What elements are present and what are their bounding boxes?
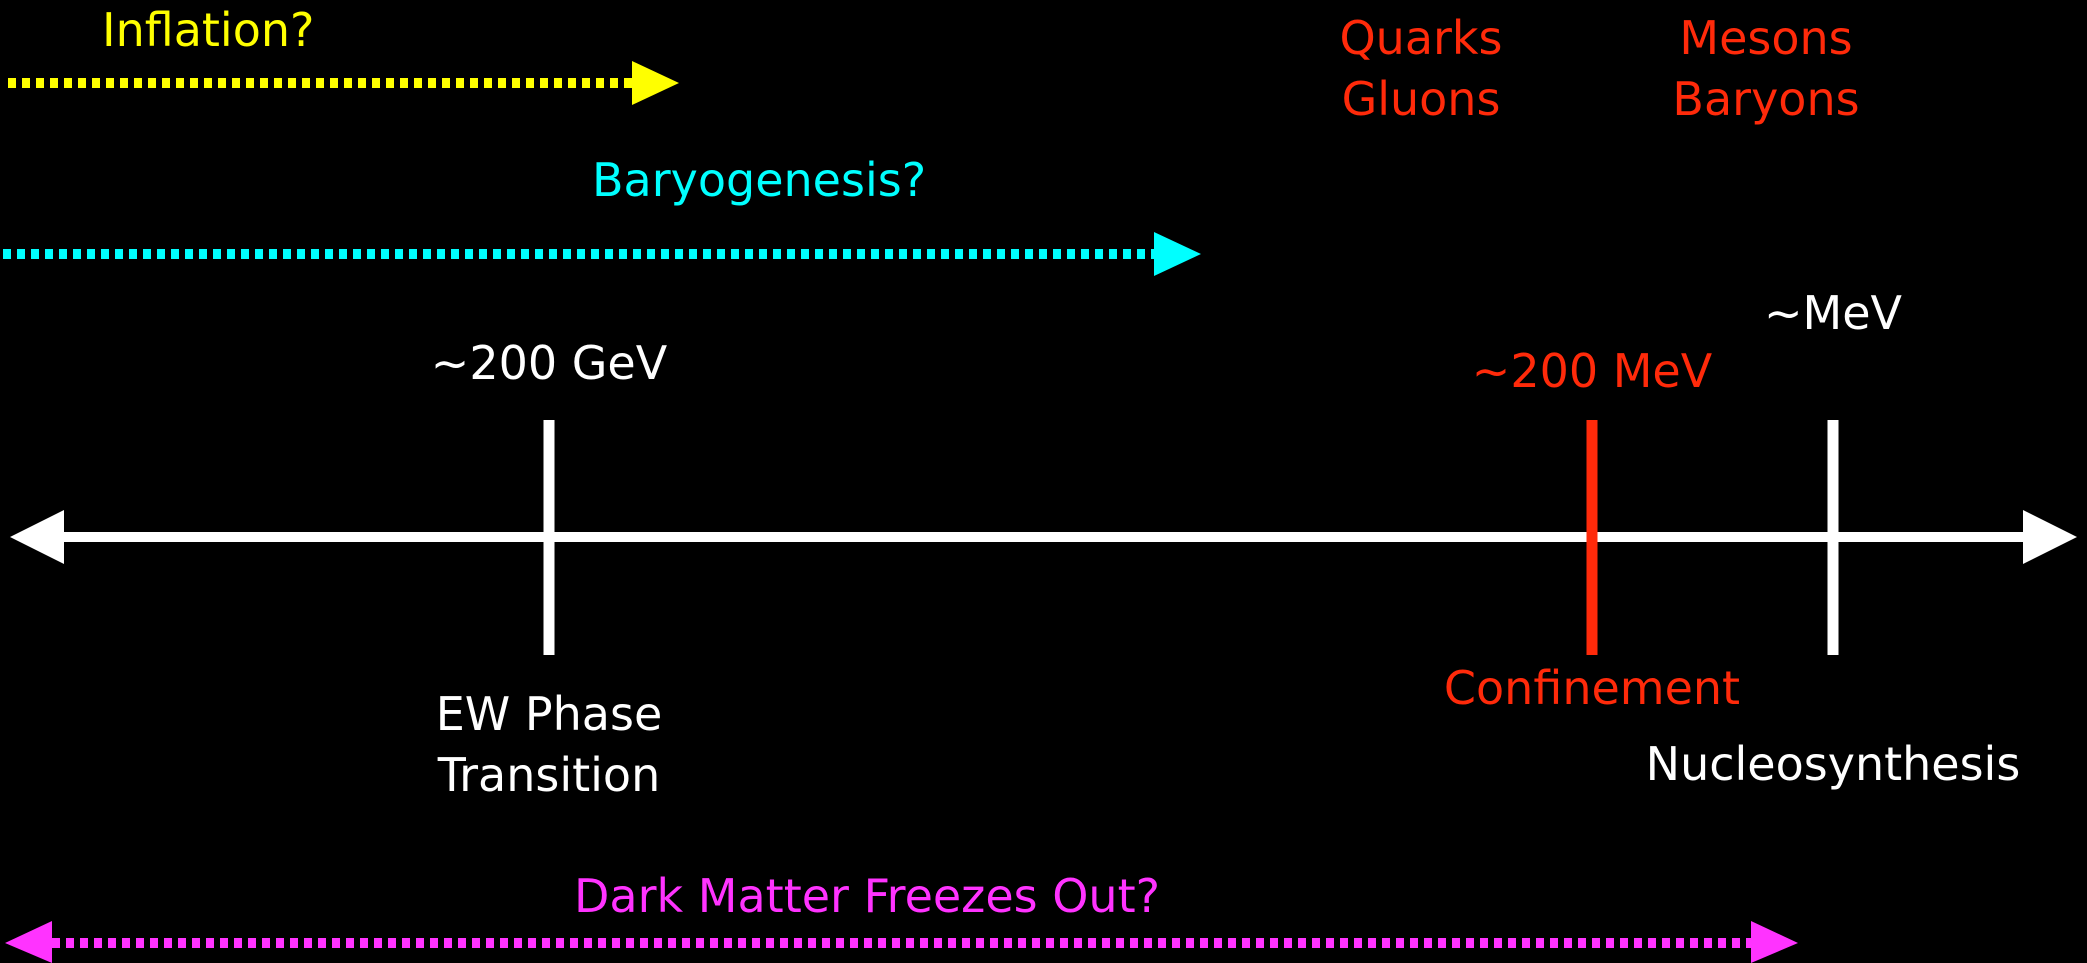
inflation-arrowhead bbox=[632, 61, 679, 105]
inflation-arrow bbox=[8, 61, 679, 105]
nucleosynthesis-name-label: Nucleosynthesis bbox=[1645, 737, 2021, 791]
quarks-label: Quarks bbox=[1339, 11, 1503, 65]
baryons-label: Baryons bbox=[1672, 72, 1860, 126]
axis-right-arrowhead bbox=[2023, 510, 2077, 564]
inflation-label: Inflation? bbox=[102, 3, 315, 57]
dark-matter-label: Dark Matter Freezes Out? bbox=[574, 869, 1161, 923]
axis-left-arrowhead bbox=[10, 510, 64, 564]
dark-matter-right-arrowhead bbox=[1751, 921, 1798, 963]
confinement-energy-label: ~200 MeV bbox=[1471, 344, 1713, 398]
dark-matter-left-arrowhead bbox=[5, 921, 52, 963]
ew-name-label-line1: EW Phase bbox=[435, 687, 663, 741]
nucleosynthesis-energy-label: ~MeV bbox=[1764, 286, 1902, 340]
gluons-label: Gluons bbox=[1341, 72, 1501, 126]
baryogenesis-arrowhead bbox=[1154, 232, 1201, 276]
baryogenesis-label: Baryogenesis? bbox=[592, 153, 927, 207]
baryogenesis-arrow bbox=[3, 232, 1201, 276]
dark-matter-arrow bbox=[5, 921, 1798, 963]
ew-name-label-line2: Transition bbox=[437, 748, 661, 802]
mesons-label: Mesons bbox=[1679, 11, 1853, 65]
ew-energy-label: ~200 GeV bbox=[430, 336, 668, 390]
confinement-name-label: Confinement bbox=[1443, 661, 1741, 715]
main-axis bbox=[10, 510, 2077, 564]
